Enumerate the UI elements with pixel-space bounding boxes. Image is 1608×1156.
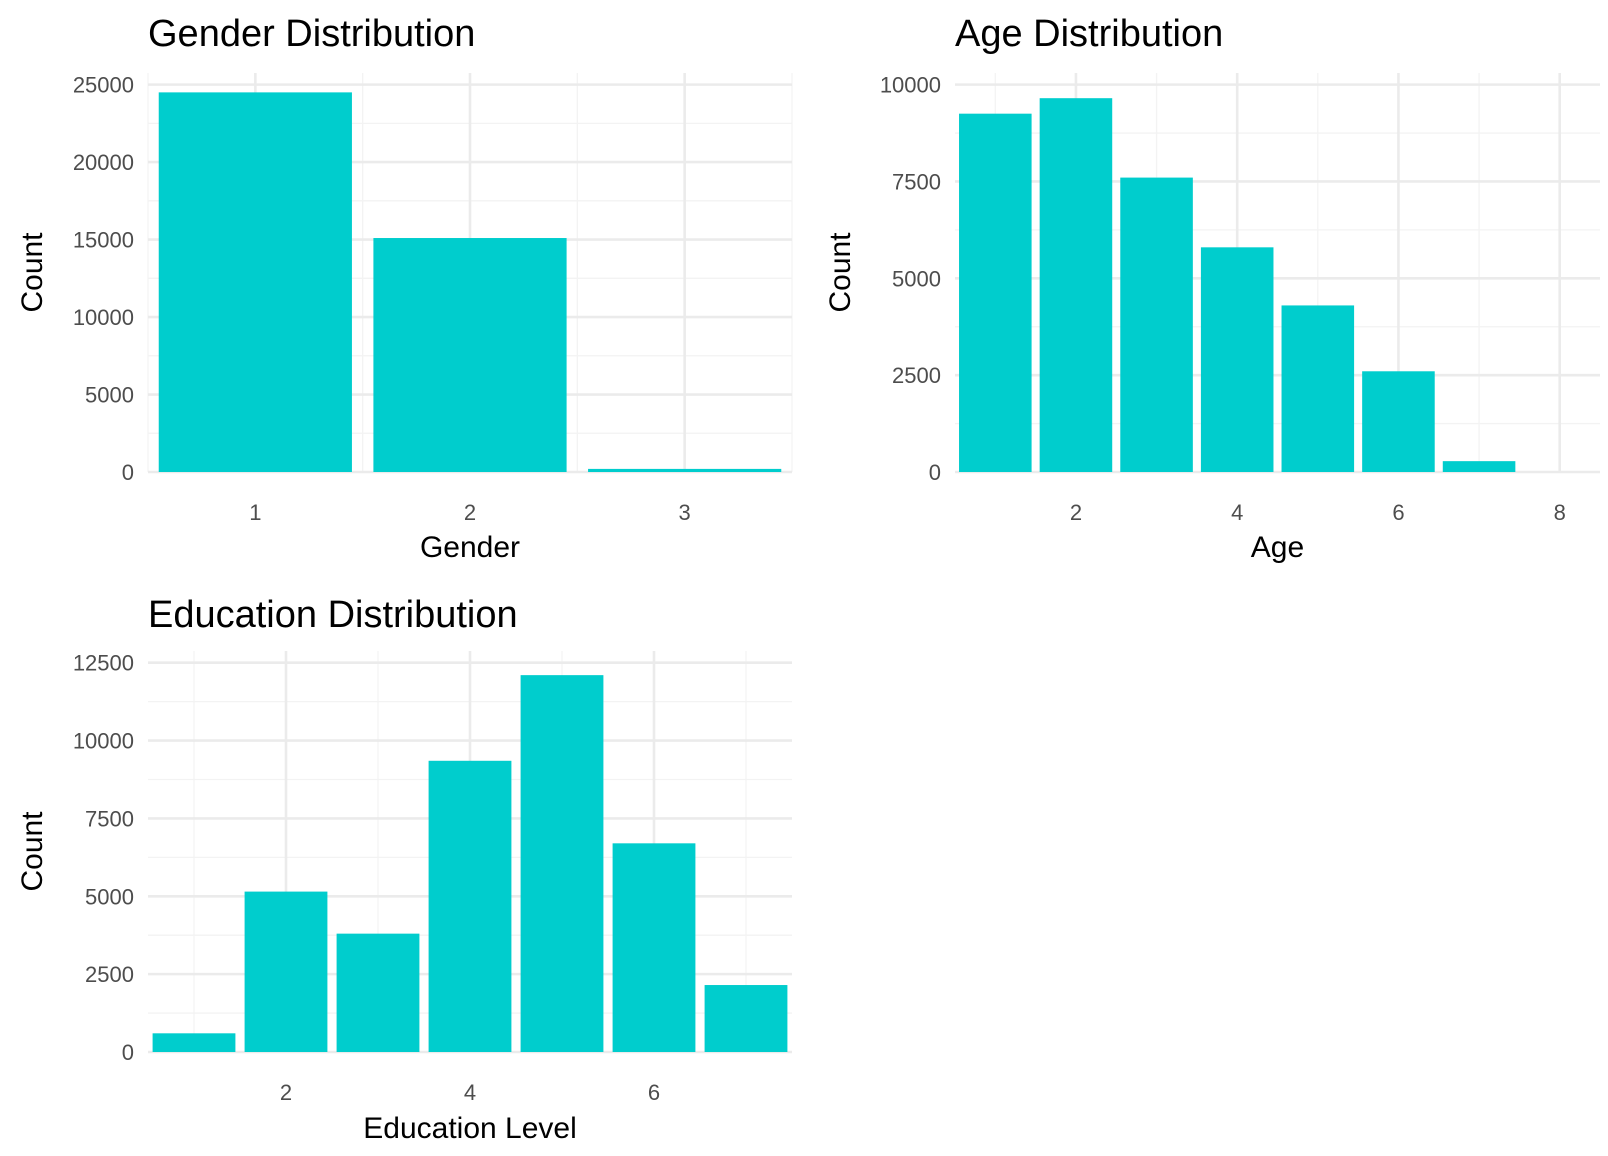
bar-gender-2 (373, 238, 567, 472)
x-tick-label: 1 (249, 500, 261, 525)
x-axis-title: Gender (420, 531, 520, 564)
chart-title: Age Distribution (955, 13, 1223, 55)
x-tick-label: 6 (1392, 500, 1404, 525)
y-tick-label: 12500 (73, 651, 134, 676)
y-tick-label: 10000 (73, 729, 134, 754)
bar-age-4 (1200, 247, 1274, 472)
x-axis-title: Age (1251, 531, 1304, 564)
y-tick-label: 2500 (85, 962, 134, 987)
bar-age-7 (1442, 461, 1516, 472)
y-tick-label: 20000 (73, 150, 134, 175)
bar-age-6 (1362, 371, 1435, 472)
chart-education: 0 2500 5000 7500 10000 12500 2 4 6 Education Dist… (16, 594, 792, 1145)
y-tick-label: 5000 (892, 266, 941, 291)
bar-education-3 (336, 933, 420, 1052)
bar-education-4 (428, 760, 512, 1052)
bar-education-7 (704, 985, 788, 1052)
y-tick-label: 0 (122, 460, 134, 485)
chart-age: 0 2500 5000 7500 10000 2 4 6 8 Age Distribution Ag… (824, 13, 1600, 564)
bar-education-2 (244, 891, 328, 1052)
y-axis-title: Count (16, 232, 49, 313)
y-tick-label: 15000 (73, 228, 134, 253)
bar-education-5 (520, 675, 604, 1052)
bar-age-3 (1120, 177, 1193, 473)
bar-gender-1 (158, 92, 352, 473)
y-tick-label: 5000 (85, 884, 134, 909)
x-tick-label: 6 (648, 1080, 660, 1105)
x-tick-label: 2 (464, 500, 476, 525)
bar-education-1 (152, 1033, 236, 1052)
chart-title: Gender Distribution (148, 13, 475, 55)
y-tick-label: 0 (929, 460, 941, 485)
y-axis-title: Count (824, 232, 857, 313)
y-tick-label: 25000 (73, 73, 134, 98)
x-tick-label: 2 (280, 1080, 292, 1105)
y-tick-label: 7500 (892, 169, 941, 194)
y-tick-label: 7500 (85, 806, 134, 831)
y-tick-label: 10000 (73, 305, 134, 330)
bar-age-2 (1039, 98, 1113, 472)
chart-title: Education Distribution (148, 594, 518, 636)
x-tick-label: 2 (1070, 500, 1082, 525)
y-axis-title: Count (16, 811, 49, 892)
x-tick-label: 3 (679, 500, 691, 525)
y-tick-label: 0 (122, 1040, 134, 1065)
bar-age-5 (1281, 305, 1355, 472)
y-tick-label: 10000 (880, 73, 941, 98)
chart-gender: 0 5000 10000 15000 20000 25000 1 2 3 Gender Distr… (16, 13, 793, 564)
x-tick-label: 4 (464, 1080, 476, 1105)
bar-education-6 (612, 843, 696, 1052)
y-tick-label: 2500 (892, 363, 941, 388)
y-tick-label: 5000 (85, 383, 134, 408)
x-axis-title: Education Level (363, 1112, 577, 1145)
bar-age-1 (959, 113, 1032, 473)
x-tick-label: 8 (1554, 500, 1566, 525)
bar-gender-3 (588, 468, 782, 472)
x-tick-label: 4 (1231, 500, 1243, 525)
